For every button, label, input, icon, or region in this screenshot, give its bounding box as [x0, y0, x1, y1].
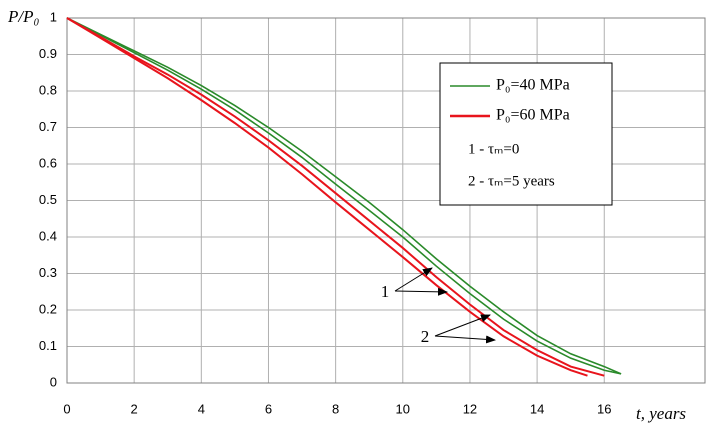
- y-tick-label: 0: [50, 374, 57, 389]
- plot-frame: [66, 17, 706, 384]
- y-tick-label: 0.7: [39, 119, 57, 134]
- y-tick-label: 0.9: [39, 46, 57, 61]
- annotation-arrow: [434, 314, 491, 337]
- x-tick-label: 2: [131, 401, 138, 416]
- x-tick-label: 4: [198, 401, 205, 416]
- y-tick-label: 1: [50, 9, 57, 24]
- line: [66, 17, 622, 375]
- x-tick-label: 6: [265, 401, 272, 416]
- y-tick-label: 0.5: [39, 192, 57, 207]
- line: [66, 17, 588, 377]
- y-tick-label: 0.2: [39, 301, 57, 316]
- y-tick-label: 0.8: [39, 82, 57, 97]
- y-tick-label: 0.4: [39, 228, 57, 243]
- x-tick-label: 8: [332, 401, 339, 416]
- legend: P₀=40 MPa P₀=60 MPa 1 - τₘ=0 2 - τₘ=5 years: [439, 62, 613, 206]
- line: [66, 17, 605, 377]
- annotation: 2: [421, 327, 430, 346]
- annotation-arrow: [434, 335, 496, 344]
- y-tick-label: 0.3: [39, 265, 57, 280]
- y-tick-label: 0.6: [39, 155, 57, 170]
- legend-note: 1 - τₘ=0: [468, 141, 519, 157]
- y-tick-label: 0.1: [39, 338, 57, 353]
- annotation-arrow: [394, 267, 433, 292]
- x-tick-label: 16: [597, 401, 611, 416]
- annotation: 1: [381, 282, 390, 301]
- legend-label: P₀=40 MPa: [496, 77, 570, 94]
- x-tick-label: 10: [396, 401, 410, 416]
- y-axis-title: P/P₀: [7, 7, 39, 26]
- annotation-arrow: [394, 287, 448, 296]
- x-tick-label: 12: [463, 401, 477, 416]
- legend-label: P₀=60 MPa: [496, 107, 570, 124]
- x-tick-label: 0: [63, 401, 70, 416]
- line: [66, 17, 622, 375]
- legend-note: 2 - τₘ=5 years: [468, 173, 555, 189]
- x-axis-title: t, years: [636, 404, 686, 423]
- x-tick-label: 14: [530, 401, 544, 416]
